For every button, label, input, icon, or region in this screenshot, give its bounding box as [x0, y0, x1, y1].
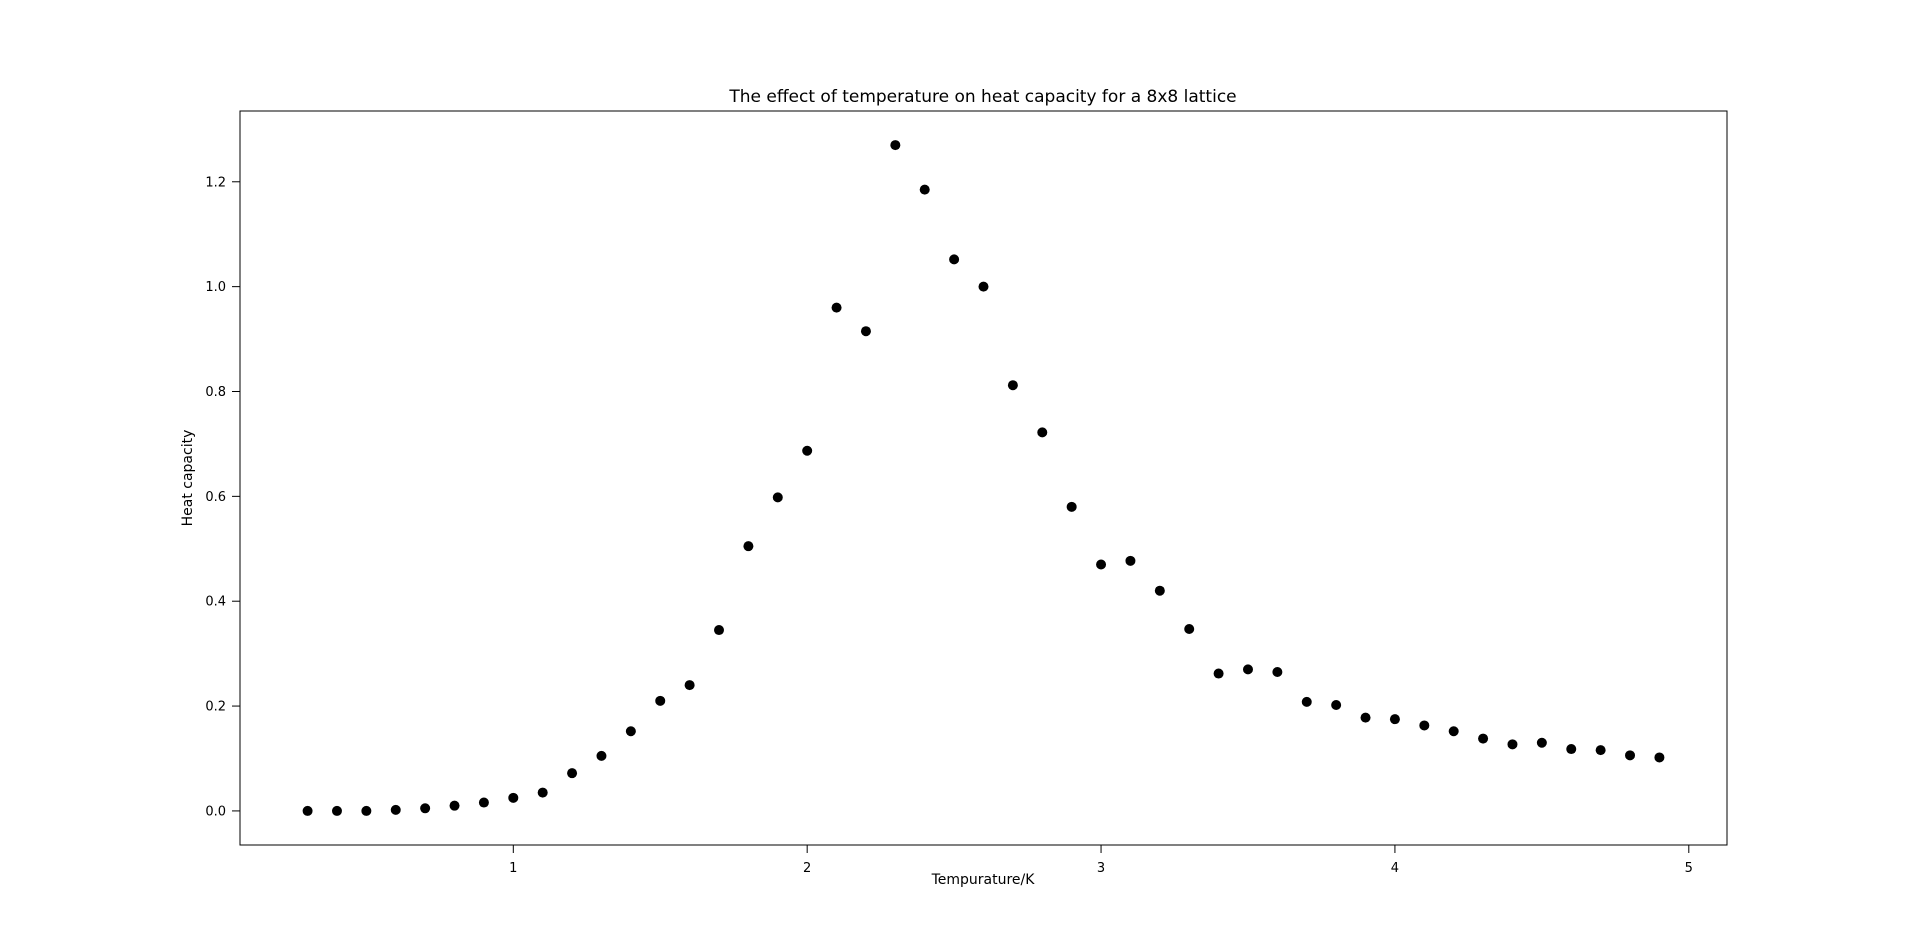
data-point [1360, 712, 1371, 723]
y-axis-ticks: 0.0 0.2 0.4 0.6 0.8 1.0 1.2 [205, 175, 240, 819]
data-point [1154, 585, 1165, 596]
data-point [1184, 623, 1195, 634]
data-point [1448, 726, 1459, 737]
chart-title: The effect of temperature on heat capaci… [728, 87, 1236, 107]
data-point [449, 800, 460, 811]
data-point [1566, 744, 1577, 755]
data-point [1037, 427, 1048, 438]
x-tick-label: 5 [1685, 861, 1693, 876]
data-point [625, 726, 636, 737]
data-point [1213, 668, 1224, 679]
data-point [537, 787, 548, 798]
x-tick-label: 1 [509, 861, 517, 876]
y-tick-label: 0.6 [205, 490, 226, 505]
data-point [1536, 737, 1547, 748]
data-point [1654, 752, 1665, 763]
data-point [1007, 380, 1018, 391]
data-point [390, 804, 401, 815]
data-point [1272, 666, 1283, 677]
data-point [802, 445, 813, 456]
data-point [508, 792, 519, 803]
y-axis-label: Heat capacity [180, 430, 196, 527]
data-point [1125, 555, 1136, 566]
data-point [1389, 714, 1400, 725]
data-point [1242, 664, 1253, 675]
data-point [655, 695, 666, 706]
data-point [331, 805, 342, 816]
data-point [478, 797, 489, 808]
data-point [1625, 750, 1636, 761]
data-point [302, 805, 313, 816]
x-tick-label: 2 [803, 861, 811, 876]
y-tick-label: 1.0 [205, 280, 226, 295]
x-tick-label: 3 [1097, 861, 1105, 876]
y-tick-label: 1.2 [205, 175, 226, 190]
data-point [596, 750, 607, 761]
y-tick-label: 0.2 [205, 700, 226, 715]
data-point [1066, 501, 1077, 512]
x-axis-ticks: 1 2 3 4 5 [509, 845, 1693, 876]
data-point [949, 254, 960, 265]
data-point [772, 492, 783, 503]
data-point [890, 140, 901, 151]
y-tick-label: 0.8 [205, 385, 226, 400]
data-points [302, 140, 1665, 816]
data-point [743, 541, 754, 552]
data-point [420, 803, 431, 814]
data-point [1331, 700, 1342, 711]
data-point [1507, 739, 1518, 750]
data-point [1096, 559, 1107, 570]
data-point [978, 281, 989, 292]
data-point [860, 326, 871, 337]
data-point [1478, 733, 1489, 744]
data-point [567, 768, 578, 779]
x-axis-label: Tempurature/K [931, 872, 1036, 888]
data-point [831, 302, 842, 313]
y-tick-label: 0.0 [205, 804, 226, 819]
data-point [919, 184, 930, 195]
y-tick-label: 0.4 [205, 595, 226, 610]
plot-area [239, 110, 1728, 846]
data-point [1301, 696, 1312, 707]
data-point [714, 625, 725, 636]
data-point [361, 805, 372, 816]
x-tick-label: 4 [1391, 861, 1399, 876]
data-point [1419, 720, 1430, 731]
data-point [1595, 745, 1606, 756]
data-point [684, 680, 695, 691]
